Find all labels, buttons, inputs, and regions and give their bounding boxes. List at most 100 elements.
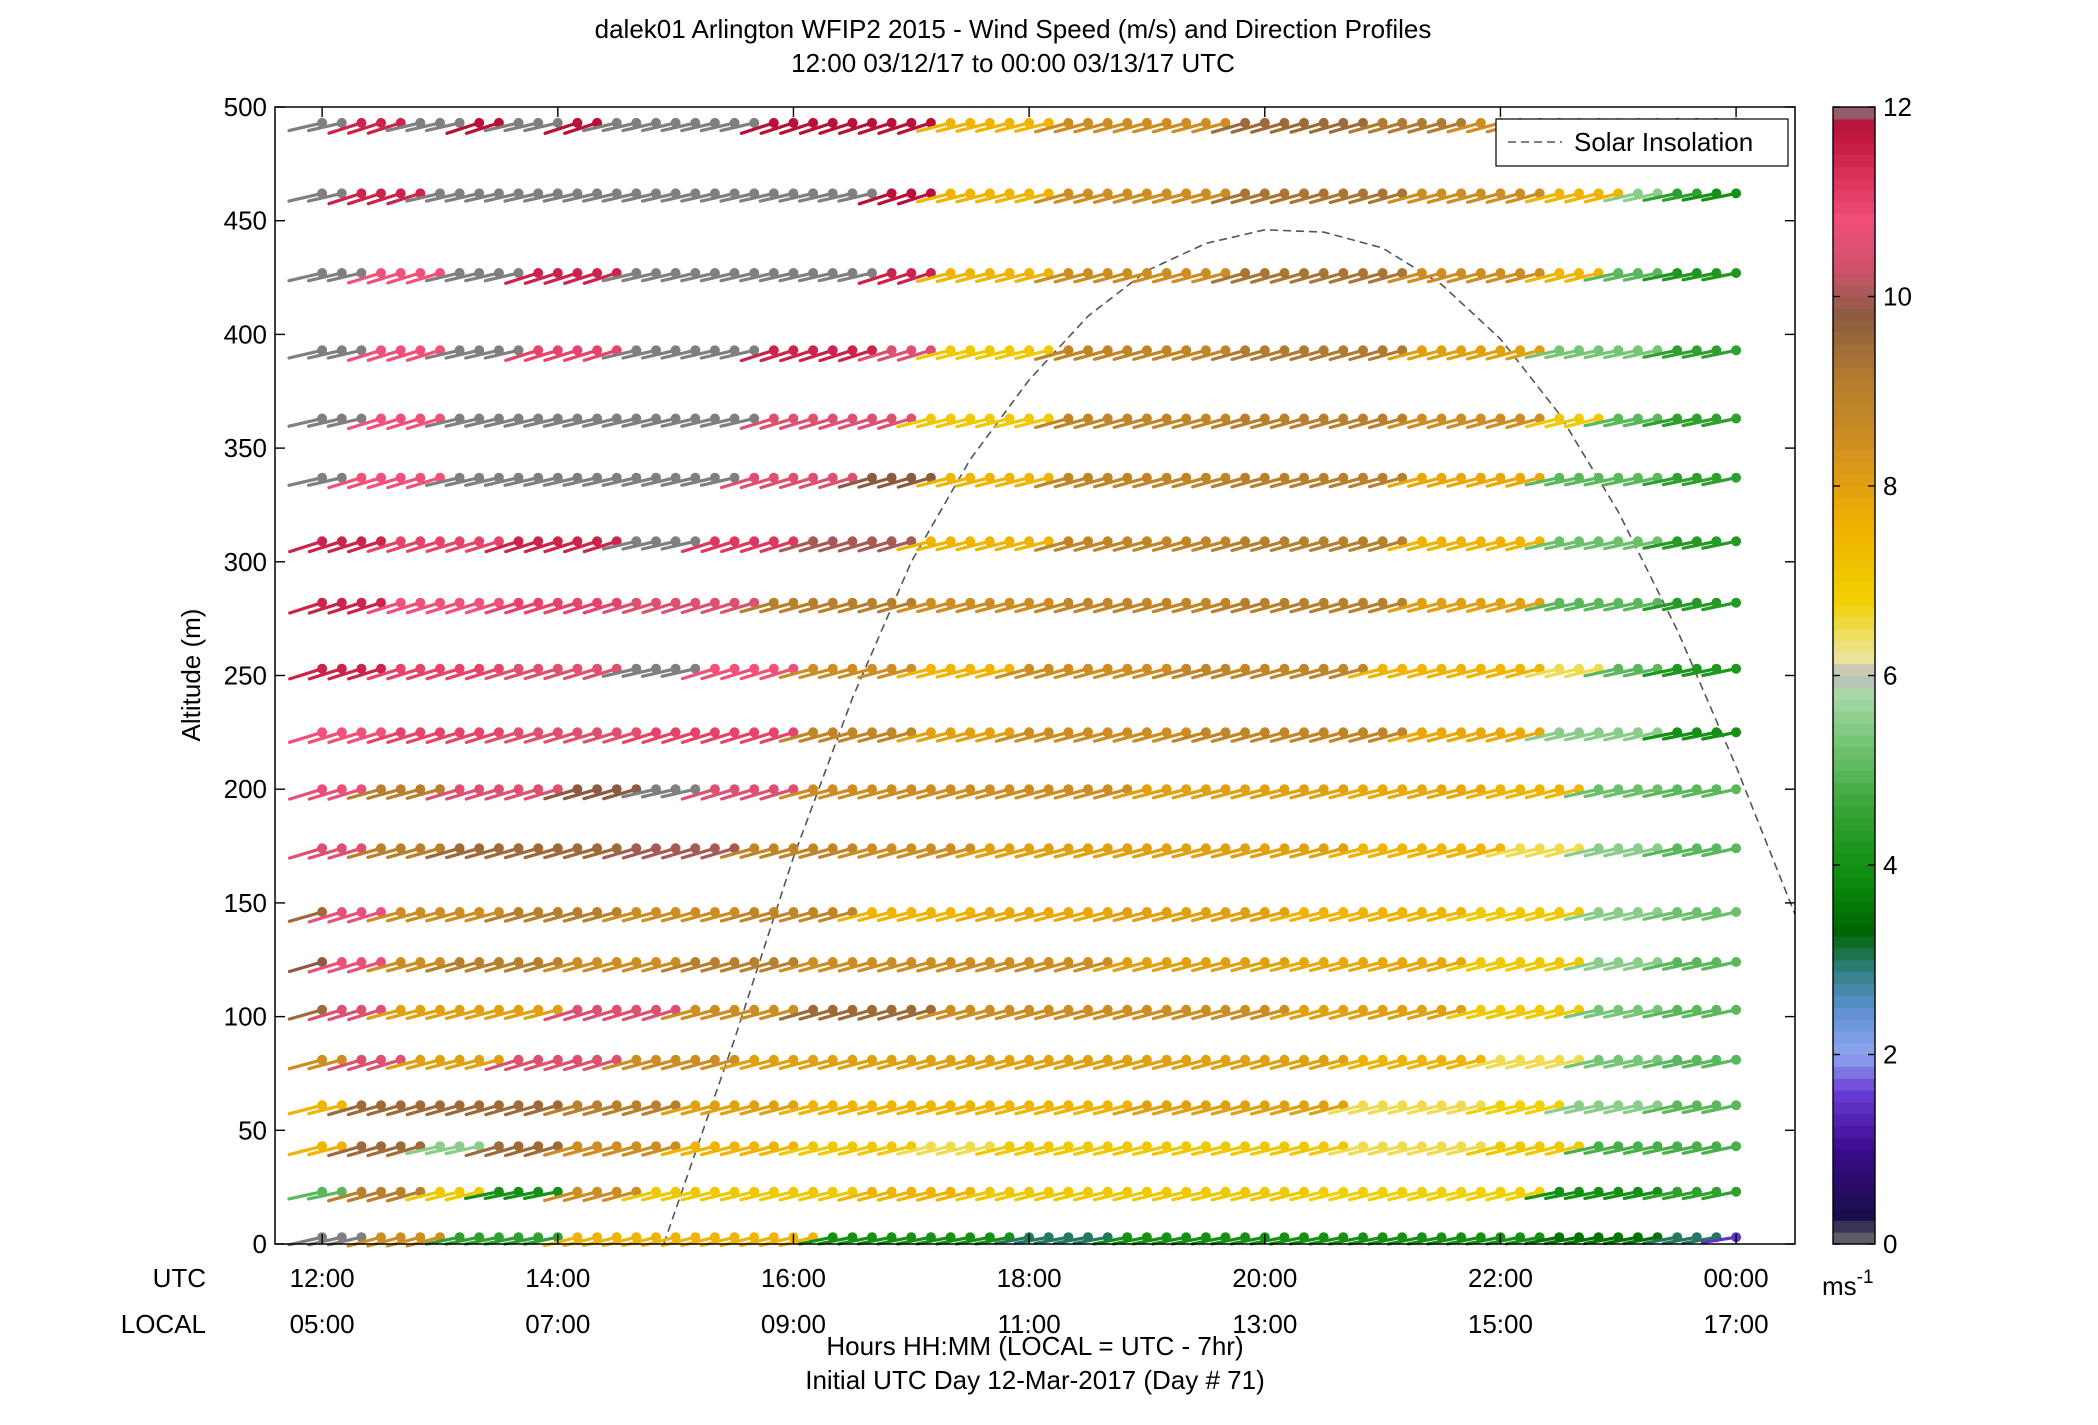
wind-barb-shaft xyxy=(1308,191,1345,205)
wind-barb-shaft xyxy=(778,271,815,283)
wind-barb-shaft xyxy=(974,1103,1012,1116)
wind-barb-dot xyxy=(631,1186,642,1197)
y-tick-label: 0 xyxy=(253,1229,267,1259)
wind-barb-shaft xyxy=(1151,1008,1188,1021)
wind-barb-shaft xyxy=(1505,787,1542,800)
wind-barb-shaft xyxy=(1092,191,1129,204)
wind-barb-shaft xyxy=(1289,539,1326,553)
wind-barb-dot xyxy=(768,957,779,967)
wind-barb-dot xyxy=(1063,727,1074,738)
wind-barb-dot xyxy=(1161,1186,1172,1197)
colorbar-band xyxy=(1833,426,1875,440)
wind-barb-dot xyxy=(395,1054,406,1065)
wind-barb-shaft xyxy=(876,1058,913,1071)
wind-barb-dot xyxy=(1122,1141,1133,1152)
wind-barb-dot xyxy=(415,413,426,424)
wind-barb-dot xyxy=(572,727,583,738)
wind-barb-shaft xyxy=(1465,191,1503,204)
wind-barb-shaft xyxy=(915,348,953,360)
wind-barb-dot xyxy=(1200,1004,1211,1015)
wind-barb-shaft xyxy=(601,667,638,678)
colorbar-band xyxy=(1833,1054,1875,1067)
colorbar-tick-label: 6 xyxy=(1883,661,1897,691)
y-tick-label: 500 xyxy=(224,92,267,122)
wind-barb-dot xyxy=(356,597,367,608)
wind-barb-dot xyxy=(1534,413,1545,424)
wind-barb-dot xyxy=(1534,907,1545,917)
wind-barb-shaft xyxy=(719,1190,756,1202)
wind-barb-shaft xyxy=(424,1144,462,1156)
wind-barb-dot xyxy=(827,663,838,674)
wind-barb-shaft xyxy=(464,667,501,681)
wind-barb-dot xyxy=(1279,1004,1290,1015)
wind-barb-shaft xyxy=(1563,730,1601,742)
wind-barb-shaft xyxy=(1151,539,1188,552)
wind-barb-dot xyxy=(336,784,347,795)
wind-barb-shaft xyxy=(523,910,560,923)
wind-barb-dot xyxy=(1220,843,1231,854)
wind-barb-dot xyxy=(1141,268,1152,278)
wind-barb-shaft xyxy=(1132,601,1169,614)
wind-barb-dot xyxy=(1181,784,1192,795)
wind-barb-shaft xyxy=(1073,846,1110,859)
wind-barb-dot xyxy=(1043,843,1054,854)
wind-barb-shaft xyxy=(1642,1103,1679,1115)
wind-barb-dot xyxy=(768,1054,779,1065)
wind-barb-shaft xyxy=(1308,539,1345,553)
wind-barb-shaft xyxy=(1524,476,1561,487)
wind-barb-shaft xyxy=(994,191,1031,204)
wind-barb-shaft xyxy=(1053,1058,1090,1071)
wind-barb-dot xyxy=(533,907,544,917)
wind-barb-shaft xyxy=(1210,667,1247,680)
wind-barb-dot xyxy=(1083,1141,1093,1152)
wind-barb-dot xyxy=(1063,117,1074,128)
wind-barb-shaft xyxy=(463,1190,501,1201)
wind-barb-dot xyxy=(1299,1141,1309,1152)
wind-barb-dot xyxy=(474,843,485,854)
wind-barb-shaft xyxy=(680,1144,717,1157)
wind-barb-shaft xyxy=(1131,1235,1169,1246)
wind-barb-dot xyxy=(1731,784,1742,795)
wind-barb-dot xyxy=(1220,597,1231,608)
wind-barb-shaft xyxy=(1328,787,1365,800)
wind-barb-dot xyxy=(670,1004,681,1015)
wind-barb-shaft xyxy=(1092,348,1129,361)
wind-barb-dot xyxy=(808,472,819,483)
wind-barb-shaft xyxy=(1132,271,1169,284)
wind-barb-shaft xyxy=(837,191,874,203)
wind-barb-dot xyxy=(1240,1186,1251,1197)
wind-barb-shaft xyxy=(562,667,599,681)
wind-barb-dot xyxy=(1141,1054,1152,1065)
wind-barb-shaft xyxy=(1426,1103,1463,1115)
wind-barb-dot xyxy=(1259,1054,1270,1065)
wind-barb-shaft xyxy=(1583,1144,1620,1155)
wind-barb-dot xyxy=(1220,727,1231,738)
wind-barb-shaft xyxy=(1328,416,1365,430)
wind-barb-shaft xyxy=(1426,787,1463,800)
wind-barb-dot xyxy=(1377,268,1388,278)
colorbar-band xyxy=(1833,1220,1875,1233)
wind-barb-shaft xyxy=(405,271,442,285)
wind-barb-shaft xyxy=(759,910,796,923)
wind-barb-shaft xyxy=(896,910,933,923)
wind-barb-dot xyxy=(847,907,858,917)
colorbar-band xyxy=(1833,379,1875,392)
wind-barb-shaft xyxy=(817,960,855,973)
wind-barb-dot xyxy=(670,1100,681,1111)
wind-barb-shaft xyxy=(1210,476,1247,489)
wind-barb-shaft xyxy=(405,1058,442,1071)
wind-barb-shaft xyxy=(1132,416,1169,430)
wind-barb-shaft xyxy=(464,960,501,973)
wind-barb-shaft xyxy=(1191,1008,1228,1021)
colorbar-band xyxy=(1833,130,1875,144)
wind-barb-shaft xyxy=(464,271,501,283)
wind-barb-shaft xyxy=(1072,1235,1110,1246)
wind-barb-dot xyxy=(1731,1100,1742,1111)
wind-barb-dot xyxy=(592,1232,603,1243)
wind-barb-shaft xyxy=(307,416,344,428)
wind-barb-shaft xyxy=(1622,667,1660,678)
wind-barb-dot xyxy=(827,117,838,128)
wind-barb-shaft xyxy=(1348,348,1385,362)
wind-barb-dot xyxy=(827,536,838,547)
wind-barb-dot xyxy=(847,663,858,674)
